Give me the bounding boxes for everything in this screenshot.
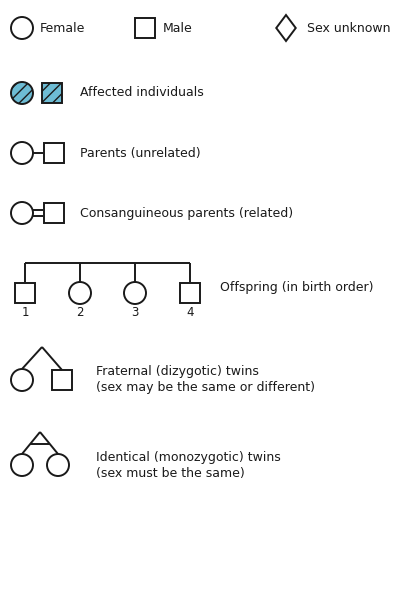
Bar	[52, 370, 72, 390]
Text: Fraternal (dizygotic) twins: Fraternal (dizygotic) twins	[96, 365, 259, 379]
Text: 1: 1	[21, 305, 29, 319]
Bar	[180, 283, 200, 303]
Text: Female: Female	[40, 21, 85, 35]
Text: Sex unknown: Sex unknown	[307, 21, 391, 35]
Text: (sex must be the same): (sex must be the same)	[96, 466, 245, 480]
Bar	[44, 143, 64, 163]
Text: 4: 4	[186, 305, 194, 319]
Text: Consanguineous parents (related): Consanguineous parents (related)	[80, 207, 293, 219]
Circle shape	[11, 82, 33, 104]
Text: Offspring (in birth order): Offspring (in birth order)	[220, 282, 373, 294]
Bar	[44, 203, 64, 223]
Text: Male: Male	[163, 21, 193, 35]
Bar	[15, 283, 35, 303]
Text: 2: 2	[76, 305, 84, 319]
Text: (sex may be the same or different): (sex may be the same or different)	[96, 381, 315, 395]
Text: Identical (monozygotic) twins: Identical (monozygotic) twins	[96, 451, 281, 463]
Text: 3: 3	[131, 305, 139, 319]
Text: Affected individuals: Affected individuals	[80, 86, 204, 100]
Bar	[135, 18, 155, 38]
Text: Parents (unrelated): Parents (unrelated)	[80, 147, 200, 159]
Bar	[42, 83, 62, 103]
